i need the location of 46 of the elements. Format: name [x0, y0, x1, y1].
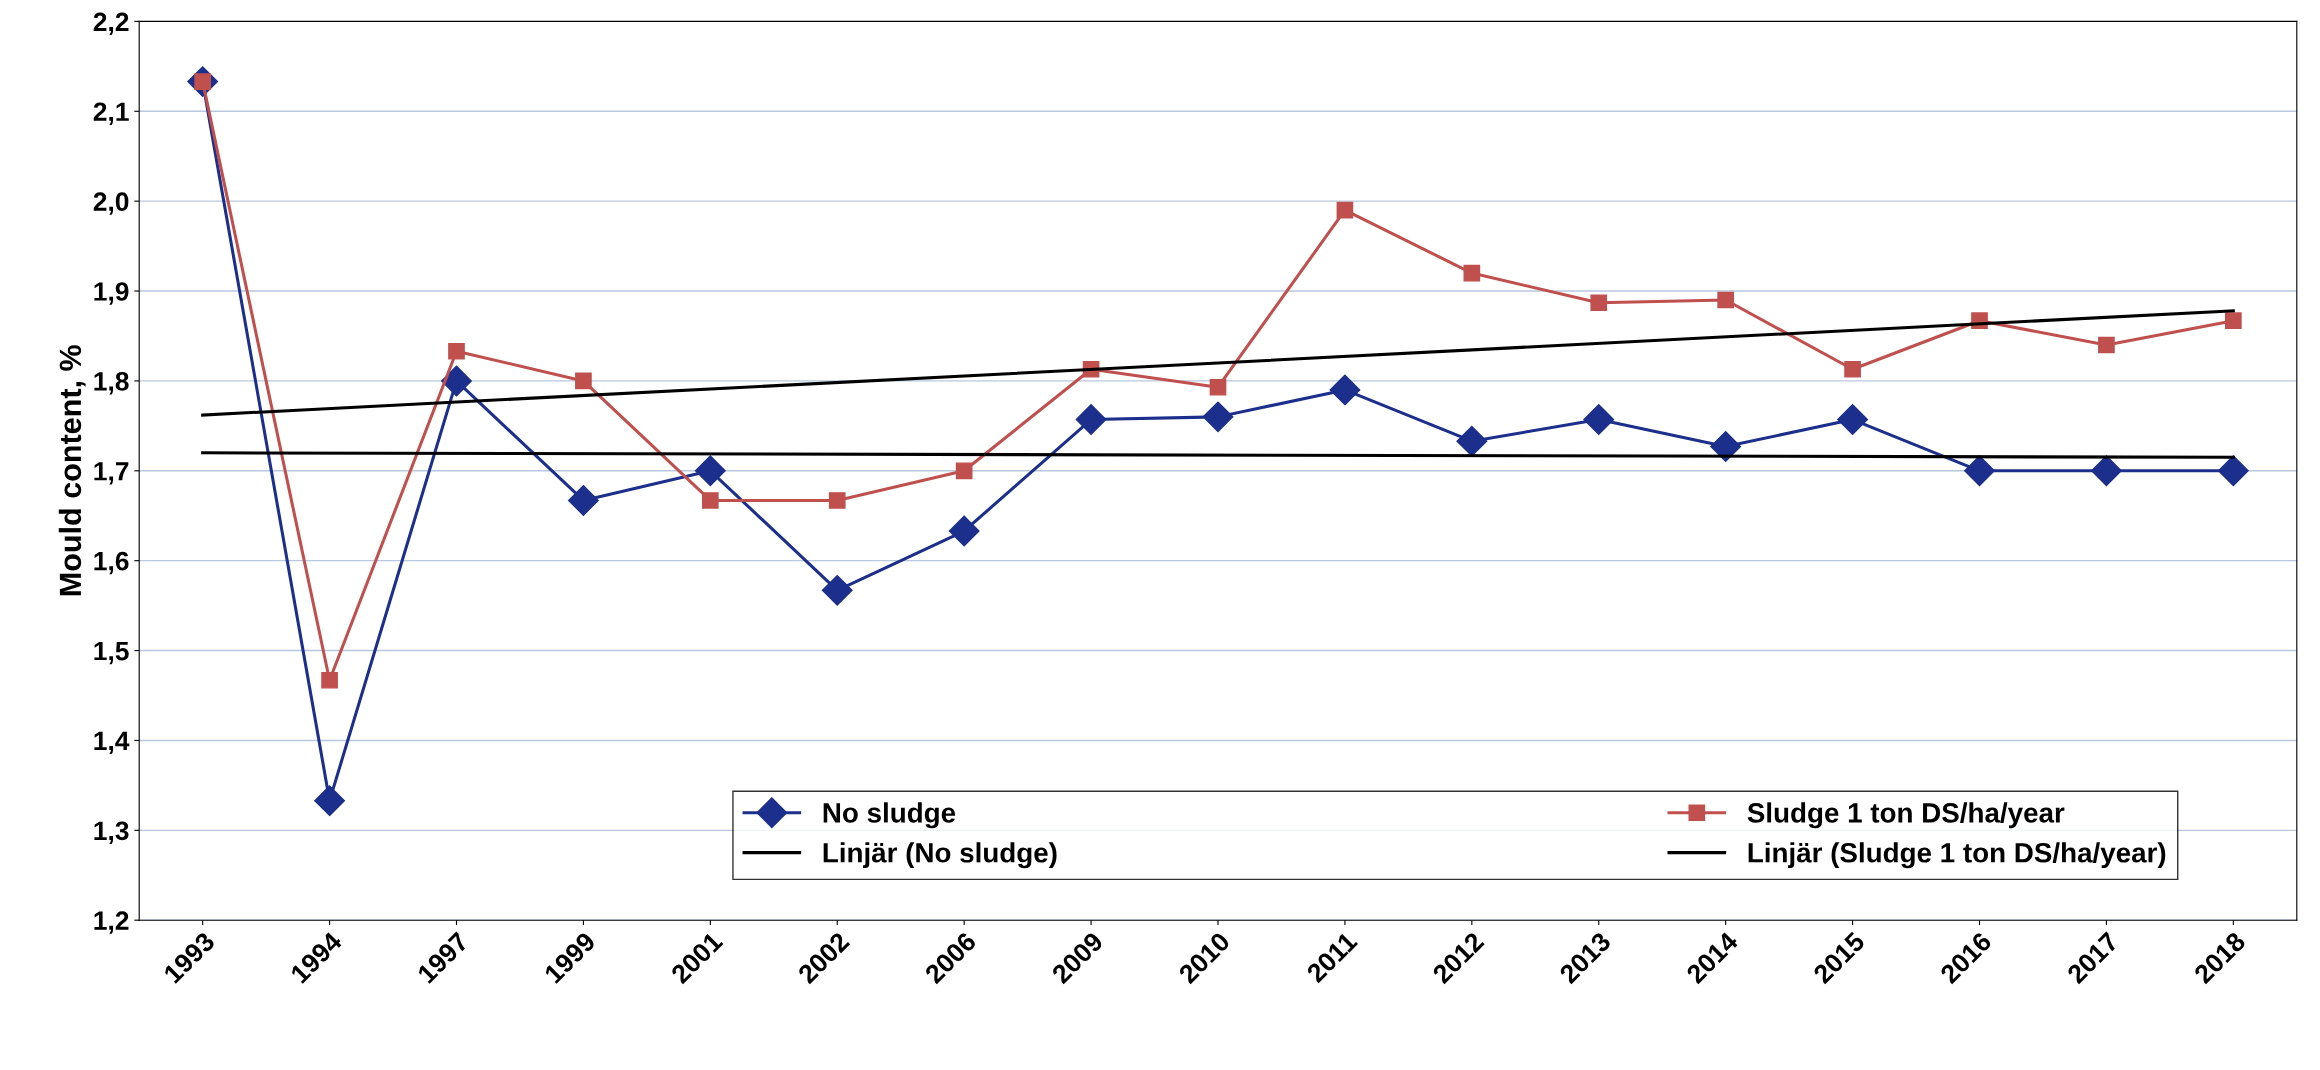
point: [1209, 378, 1227, 396]
point: [948, 515, 980, 547]
point: [1583, 404, 1615, 435]
point: [955, 462, 973, 480]
point: [1844, 360, 1861, 378]
point: [1336, 201, 1354, 219]
point: [567, 485, 599, 516]
point: [321, 671, 338, 689]
y-tick-label: 1,2: [94, 911, 129, 934]
y-tick-label: 1,5: [94, 641, 129, 665]
point: [441, 365, 472, 397]
legend-label: Linjär (No sludge): [823, 842, 1057, 869]
point: [1456, 425, 1488, 457]
point: [828, 492, 846, 509]
point: [821, 574, 853, 606]
point: [1837, 404, 1869, 435]
legend-label: Linjär (Sludge 1 ton DS/ha/year): [1748, 842, 2166, 869]
y-tick-label: 1,4: [94, 731, 130, 755]
point: [575, 372, 592, 390]
y-tick-label: 2,0: [93, 192, 129, 215]
y-tick-label: 2,1: [93, 102, 129, 125]
y-tick-label: 2,2: [93, 12, 129, 36]
point: [2098, 336, 2115, 354]
legend-label: Sludge 1 ton DS/ha/year: [1747, 802, 2065, 829]
point: [314, 785, 346, 817]
point: [701, 492, 719, 509]
point: [1964, 455, 1995, 487]
point: [1717, 291, 1735, 309]
point: [448, 342, 465, 360]
point: [1590, 294, 1608, 312]
y-tick-label: 1,8: [94, 372, 129, 395]
point: [1075, 404, 1107, 435]
point: [1463, 264, 1481, 282]
point: [694, 455, 726, 487]
point: [1329, 374, 1361, 406]
point: [1202, 401, 1234, 433]
y-tick-label: 1,7: [94, 462, 129, 485]
point: [2090, 455, 2122, 487]
y-tick-label: 1,3: [94, 821, 129, 844]
y-axis-title: Mould content, %: [58, 345, 86, 596]
y-tick-label: 1,6: [94, 551, 129, 575]
legend-label: No sludge: [823, 802, 956, 829]
y-tick-label: 1,9: [94, 282, 129, 305]
point: [2225, 312, 2242, 330]
point: [1710, 431, 1742, 462]
point: [2217, 455, 2249, 487]
